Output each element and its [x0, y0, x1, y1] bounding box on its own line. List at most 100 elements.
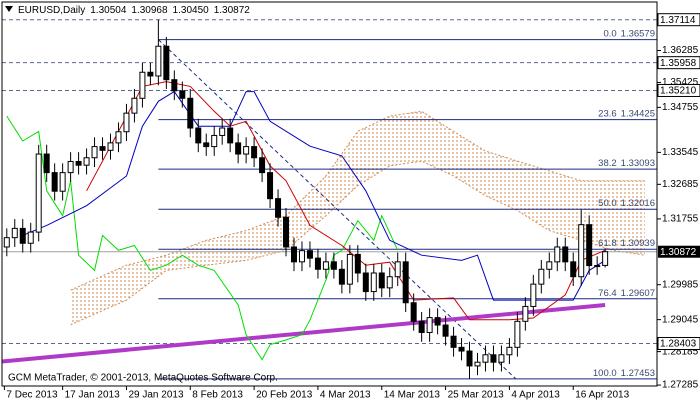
fib-price: 1.30939 — [621, 238, 655, 249]
candle-body — [123, 112, 130, 133]
candle-body — [59, 172, 66, 192]
candle-body — [442, 324, 449, 337]
candle-body — [338, 268, 345, 285]
candle-body — [370, 272, 377, 293]
header-value: 1.30872 — [214, 5, 251, 16]
header-value: 1.30450 — [173, 5, 210, 16]
x-tick-label: 14 Mar 2013 — [384, 390, 441, 401]
y-tick-label: 1.31755 — [662, 214, 699, 225]
candle-body — [275, 198, 282, 218]
candle-body — [546, 261, 553, 270]
candle-body — [235, 142, 242, 155]
x-tick-label: 25 Mar 2013 — [448, 390, 505, 401]
candle-body — [179, 90, 186, 99]
candle-body — [378, 272, 385, 289]
fib-label: 50.0 1.32016 — [598, 198, 655, 209]
candle-body — [35, 153, 42, 233]
candle-body — [402, 261, 409, 304]
candle-body — [171, 79, 178, 92]
y-tick-label: 1.28185 — [662, 346, 699, 357]
candle-body — [418, 320, 425, 333]
indicator-line — [2, 303, 606, 364]
candle-body — [227, 127, 234, 144]
candle-body — [27, 231, 34, 244]
candle-body — [306, 250, 313, 259]
current-price-label: 1.30872 — [660, 247, 697, 258]
fib-ratio: 0.0 — [603, 28, 616, 39]
candle-body — [139, 71, 146, 99]
candle-body — [298, 250, 305, 263]
cloud-edge — [70, 110, 645, 291]
y-tick-label: 1.34755 — [662, 102, 699, 113]
candle-body — [91, 146, 98, 159]
x-tick-label: 17 Jan 2013 — [65, 390, 120, 401]
candle-body — [410, 302, 417, 322]
candle-body — [203, 142, 210, 148]
overlay: 0.0 1.36579 23.6 1.34425 38.2 1.33093 50.0 1.32… — [593, 28, 655, 378]
fib-price: 1.27453 — [621, 367, 655, 378]
candle-body — [283, 216, 290, 248]
x-tick-label: 4 Apr 2013 — [511, 390, 560, 401]
level-label: 1.28403 — [660, 339, 697, 350]
y-tick-label: 1.27285 — [662, 380, 699, 391]
y-tick-label: 1.29045 — [662, 314, 699, 325]
candle-body — [594, 265, 601, 268]
plot-frame — [1, 1, 658, 387]
fib-price: 1.34425 — [621, 108, 655, 119]
x-tick-label: 8 Feb 2013 — [192, 390, 243, 401]
candle-body — [155, 45, 162, 77]
candle-body — [290, 246, 297, 263]
header-value: 1.30504 — [90, 5, 127, 16]
candle-body — [490, 354, 497, 363]
candle-body — [19, 227, 26, 244]
fib-price: 1.36579 — [621, 28, 655, 39]
candle-body — [434, 317, 441, 326]
candle-body — [51, 172, 58, 192]
candle-body — [506, 346, 513, 356]
candle-body — [83, 157, 90, 166]
candle-body — [195, 127, 202, 144]
header-value: 1.30968 — [131, 5, 168, 16]
level-label: 1.35958 — [660, 58, 697, 69]
candle-body — [99, 146, 106, 151]
candle-body — [522, 305, 529, 322]
chart-header: EURUSD,Daily 1.30504 1.30968 1.30450 1.30872 — [18, 5, 250, 16]
window-marker — [5, 6, 13, 12]
fib-label: 0.0 1.36579 — [603, 28, 655, 39]
candle-body — [211, 134, 218, 148]
y-tick-label: 1.36285 — [662, 45, 699, 56]
plot-area — [2, 19, 657, 380]
candle-body — [578, 224, 585, 278]
candle-body — [554, 246, 561, 263]
level-label: 1.35210 — [660, 86, 697, 97]
indicator-line — [22, 90, 606, 301]
fib-trend — [158, 39, 517, 380]
candle-body — [131, 97, 138, 114]
fib-label: 76.4 1.29607 — [598, 287, 655, 298]
level-label-box — [657, 13, 700, 27]
candle-body — [115, 131, 122, 144]
candle-body — [314, 257, 321, 270]
cloud-fill — [70, 111, 646, 325]
candle-body — [466, 350, 473, 367]
x-tick-label: 20 Feb 2013 — [256, 390, 313, 401]
x-tick-label: 4 Mar 2013 — [320, 390, 371, 401]
candle-body — [394, 261, 401, 278]
x-tick-label: 29 Jan 2013 — [128, 390, 183, 401]
candle-body — [346, 253, 353, 285]
level-label-box — [657, 56, 700, 70]
candle-body — [450, 335, 457, 348]
y-tick-label: 1.33545 — [662, 147, 699, 158]
candle-body — [107, 142, 114, 151]
cloud-edge — [70, 160, 646, 326]
fib-label: 38.2 1.33093 — [598, 158, 655, 169]
fib-ratio: 100.0 — [593, 367, 617, 378]
candle-body — [147, 71, 154, 77]
candle-body — [362, 272, 369, 293]
candle-body — [386, 276, 393, 289]
fib-price: 1.32016 — [621, 198, 655, 209]
candle-body — [538, 268, 545, 285]
candle-body — [322, 261, 329, 270]
fib-price: 1.29607 — [621, 287, 655, 298]
